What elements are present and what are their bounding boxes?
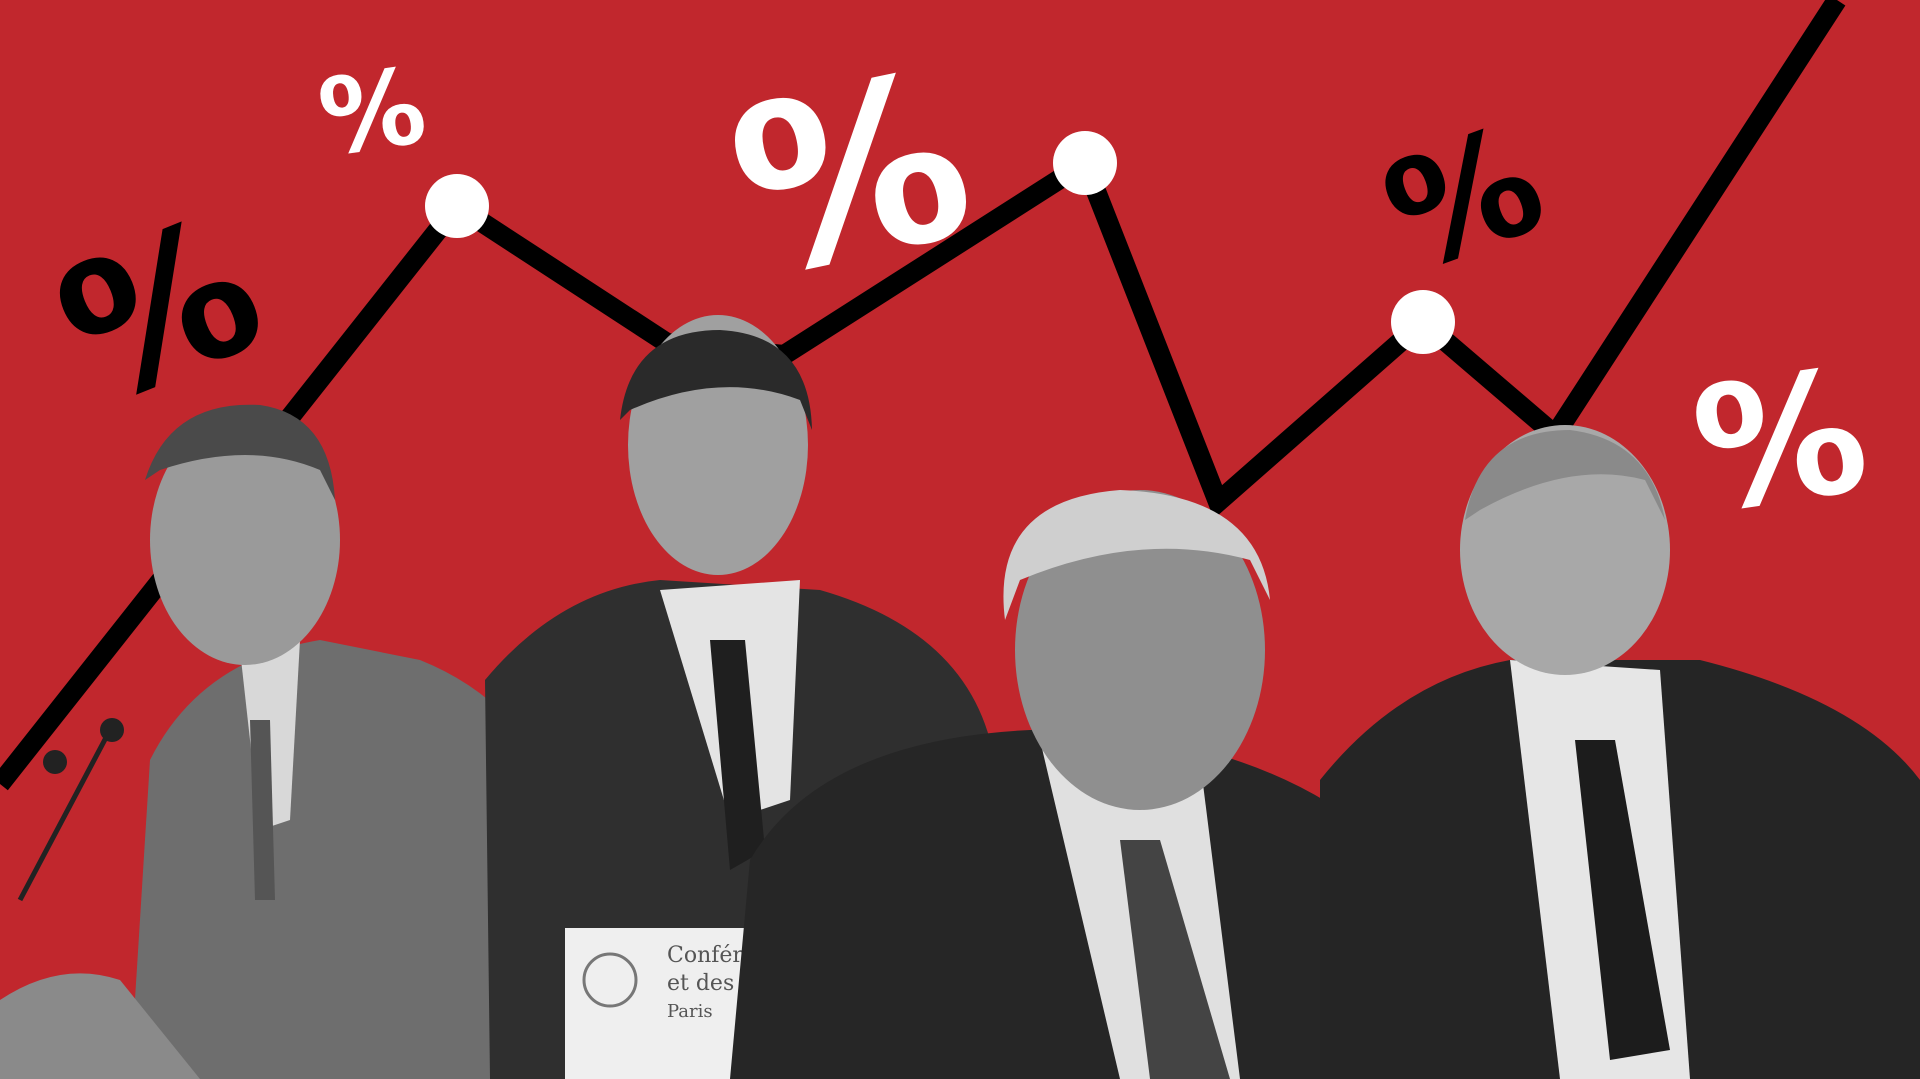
line-marker	[425, 174, 489, 238]
coat-of-arms-icon	[582, 952, 638, 1008]
percent-icon: %	[1682, 332, 1878, 552]
percent-icon: %	[312, 45, 433, 180]
podium: Confér et des Paris	[565, 928, 755, 1079]
figure-left	[0, 404, 565, 1079]
figure-center-right	[730, 490, 1450, 1079]
figure-right	[1320, 425, 1920, 1079]
line-marker	[1053, 131, 1117, 195]
podium-text-line1: Confér	[667, 943, 743, 968]
podium-text-line3: Paris	[667, 1001, 713, 1022]
percent-icon: %	[711, 22, 992, 331]
podium-text-line2: et des	[667, 971, 734, 996]
line-marker	[1391, 290, 1455, 354]
